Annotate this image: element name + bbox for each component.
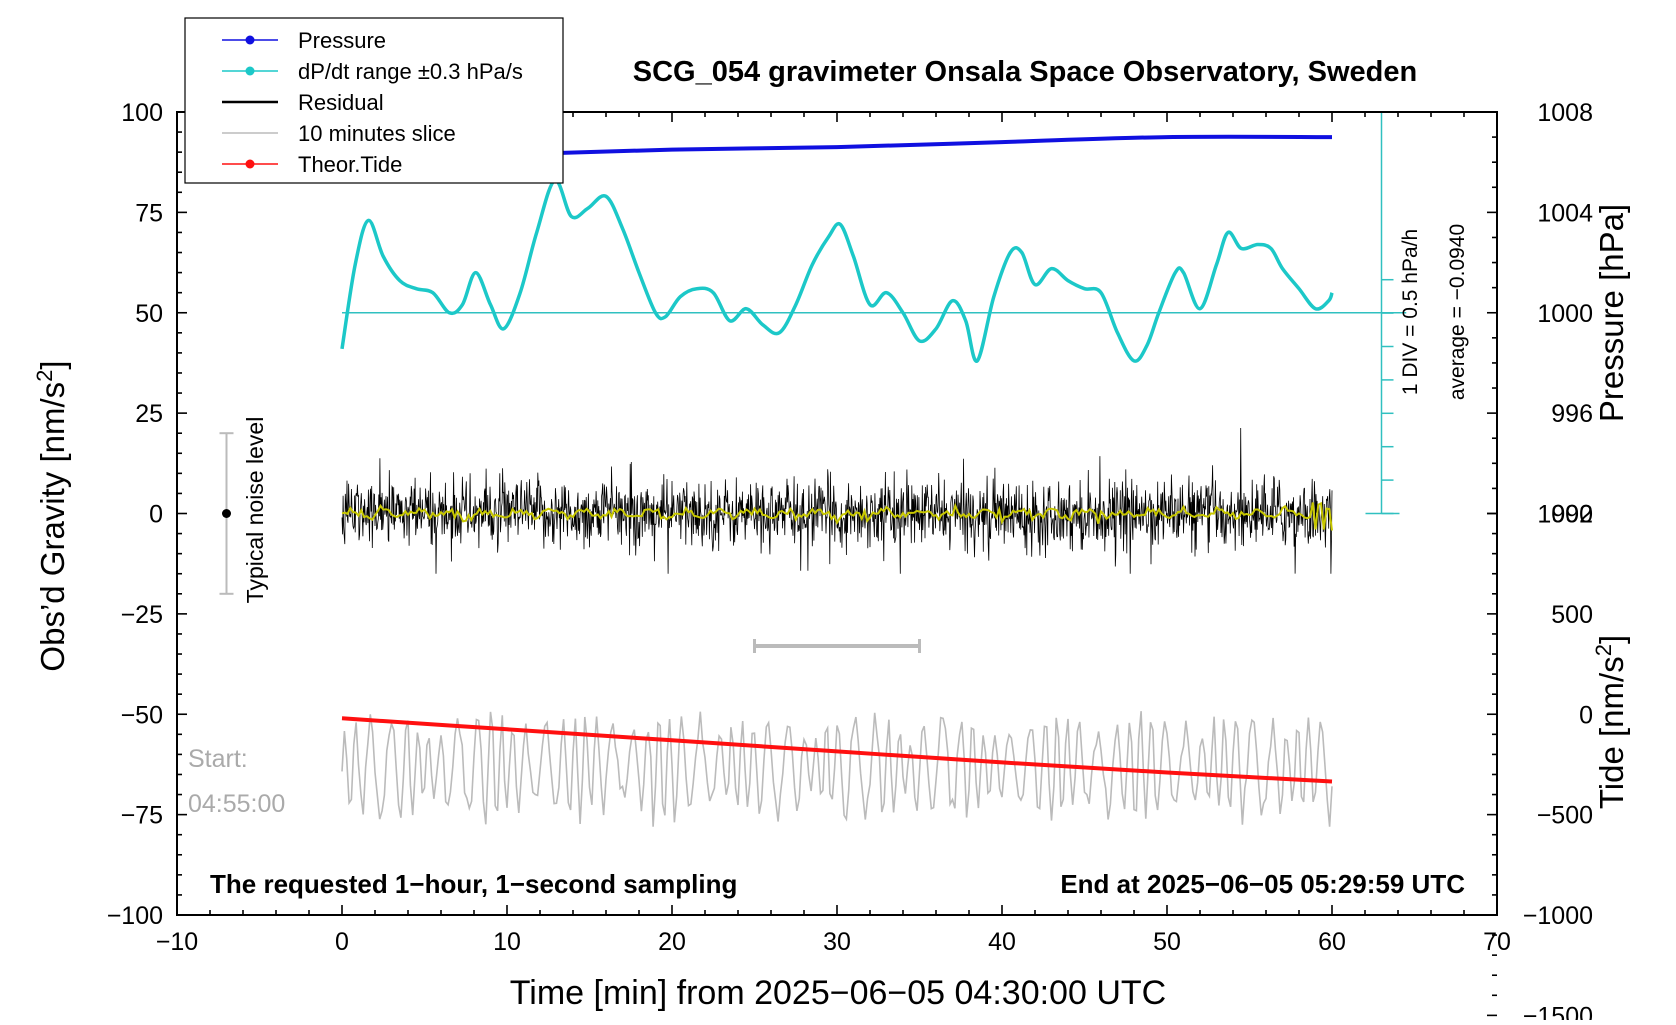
legend: Pressure dP/dt range ±0.3 hPa/s Residual 10… — [184, 17, 564, 184]
y-axis-label-left-text: Obs’d Gravity [nm/s — [34, 382, 71, 672]
annotation-bottom-left: The requested 1−hour, 1−second sampling — [210, 869, 737, 899]
y-tick-label-pressure: 992 — [1551, 501, 1593, 529]
y-tick-label-left: 50 — [135, 300, 163, 328]
y-tick-label-tide: −1000 — [1523, 902, 1593, 930]
y-tick-label-left: 100 — [121, 99, 163, 127]
y-tick-label-left: 75 — [135, 199, 163, 227]
x-tick-label: 40 — [988, 928, 1016, 956]
legend-entry-label: Pressure — [298, 28, 386, 53]
y-tick-label-left: 0 — [149, 501, 163, 529]
y-axis-label-tide-text: Tide [nm/s — [1593, 656, 1630, 809]
y-tick-label-pressure: 1008 — [1537, 99, 1593, 127]
y-tick-label-tide: 0 — [1579, 701, 1593, 729]
y-tick-label-tide: 1000 — [1537, 501, 1593, 529]
dpdt-div-label: 1 DIV = 0.5 hPa/h — [1399, 229, 1422, 395]
series-dpdt — [340, 178, 1334, 363]
legend-entry-label: Residual — [298, 90, 384, 115]
y-axis-label-left: Obs’d Gravity [nm/s2] — [32, 360, 71, 671]
x-tick-label: 10 — [493, 928, 521, 956]
x-tick-label: 30 — [823, 928, 851, 956]
y-tick-label-pressure: 1004 — [1537, 199, 1593, 227]
y-axis-label-tide: Tide [nm/s2] — [1591, 635, 1630, 809]
x-tick-label: 50 — [1153, 928, 1181, 956]
x-tick-label: 20 — [658, 928, 686, 956]
y-tick-label-pressure: 996 — [1551, 400, 1593, 428]
legend-entries: Pressure dP/dt range ±0.3 hPa/s Residual 10… — [222, 28, 523, 177]
y-axis-label-tide-suffix: ] — [1593, 635, 1630, 644]
y-tick-label-left: −25 — [121, 601, 163, 629]
start-label: Start: — [188, 745, 248, 773]
y-axis-label-tide-sup: 2 — [1591, 644, 1616, 656]
series-residual-smoothed — [341, 501, 1333, 531]
start-time: 04:55:00 — [188, 790, 285, 818]
noise-level-label: Typical noise level — [242, 417, 268, 604]
legend-entry-label: dP/dt range ±0.3 hPa/s — [298, 59, 523, 84]
series-residual — [341, 427, 1333, 574]
legend-marker — [245, 159, 255, 169]
x-tick-label: 0 — [335, 928, 349, 956]
y-tick-label-left: −50 — [121, 701, 163, 729]
y-axis-label-left-suffix: ] — [34, 360, 71, 369]
x-tick-label: 70 — [1483, 928, 1511, 956]
legend-marker — [245, 35, 255, 45]
legend-entry-label: Theor.Tide — [298, 152, 402, 177]
dpdt-average-label: average = −0.0940 — [1446, 224, 1469, 400]
noise-bar-center — [222, 509, 231, 518]
y-axis-label-pressure: Pressure [hPa] — [1593, 204, 1630, 422]
x-tick-label: −10 — [156, 928, 198, 956]
y-tick-label-tide: −500 — [1537, 802, 1593, 830]
legend-entry-label: 10 minutes slice — [298, 121, 456, 146]
y-tick-label-pressure: 1000 — [1537, 300, 1593, 328]
y-tick-label-tide: −1500 — [1523, 1002, 1593, 1020]
y-tick-label-left: −100 — [107, 902, 163, 930]
y-tick-label-left: −75 — [121, 802, 163, 830]
legend-box — [184, 17, 564, 184]
x-axis-label: Time [min] from 2025−06−05 04:30:00 UTC — [510, 974, 1166, 1012]
series-theor-tide — [341, 716, 1333, 784]
annotation-bottom-right: End at 2025−06−05 05:29:59 UTC — [1060, 869, 1465, 899]
series-10-minute-slice — [341, 711, 1333, 827]
legend-marker — [245, 66, 255, 76]
y-tick-label-left: 25 — [135, 400, 163, 428]
y-axis-label-left-sup: 2 — [32, 370, 57, 382]
chart-title: SCG_054 gravimeter Onsala Space Observat… — [633, 56, 1417, 88]
y-tick-label-tide: 500 — [1551, 601, 1593, 629]
x-tick-label: 60 — [1318, 928, 1346, 956]
axis-layer: −10 0 10 20 30 40 50 60 701007550250−25−50−75−10… — [107, 99, 1593, 1025]
